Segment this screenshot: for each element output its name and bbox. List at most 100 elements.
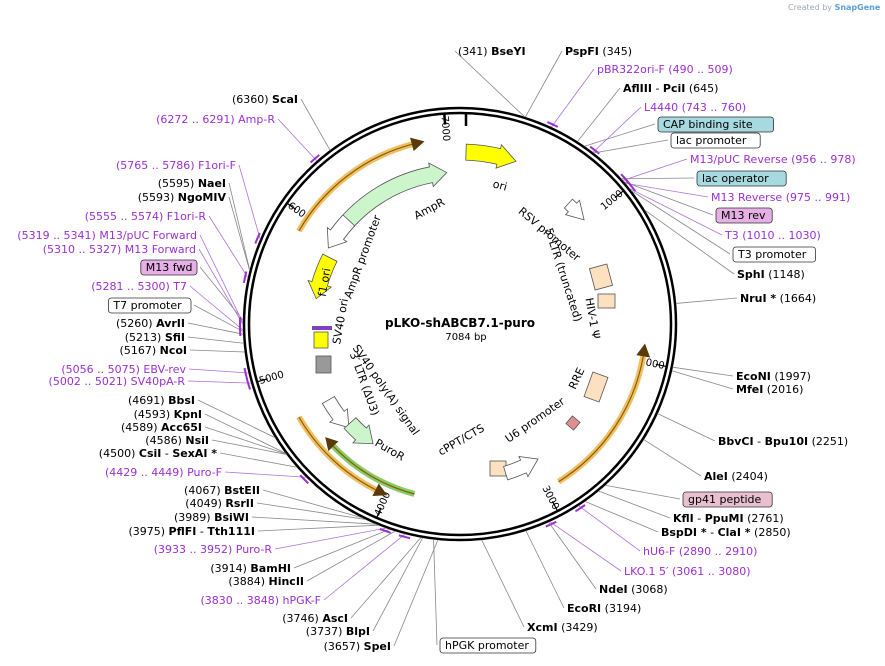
site-m13fwdbox[interactable]: M13 fwd xyxy=(140,259,198,276)
site-label-part: NdeI xyxy=(599,583,628,596)
leader-line xyxy=(549,521,622,572)
site-bbsi[interactable]: (4691) BbsI xyxy=(128,394,195,407)
site-rsrii[interactable]: (4049) RsrII xyxy=(185,497,254,510)
site-label-part: SfiI xyxy=(165,331,185,344)
site-m13rev[interactable]: M13 Reverse (975 .. 991) xyxy=(711,191,850,204)
feature-ampr[interactable] xyxy=(328,162,448,242)
site-puror[interactable]: (3933 .. 3952) Puro-R xyxy=(154,543,273,556)
site-m13pucfwd[interactable]: (5319 .. 5341) M13/pUC Forward xyxy=(17,229,197,242)
site-m13revbox[interactable]: M13 rev xyxy=(715,207,773,224)
site-f1orir[interactable]: (5555 .. 5574) F1ori-R xyxy=(85,210,207,223)
site-label-part: Tth111I xyxy=(207,525,255,538)
feature-small-box[interactable] xyxy=(565,415,581,431)
feature-f1-ori[interactable] xyxy=(307,253,338,300)
site-label-text: (6360) ScaI xyxy=(232,93,298,106)
feature-ampr-promoter[interactable] xyxy=(326,214,356,249)
site-hpgkp[interactable]: hPGK promoter xyxy=(439,637,537,654)
leader-line xyxy=(256,502,366,520)
site-label-part: BamHI xyxy=(250,562,291,575)
site-hpgkf[interactable]: (3830 .. 3848) hPGK-F xyxy=(200,594,321,607)
site-cap[interactable]: CAP binding site xyxy=(657,116,774,133)
feature-hiv-psi[interactable] xyxy=(597,293,616,309)
site-bamhi[interactable]: (3914) BamHI xyxy=(210,562,291,575)
site-labels: (341) BseYI PspFI (345) pBR322ori-F (490 .… xyxy=(17,45,856,654)
site-ecori[interactable]: EcoRI (3194) xyxy=(567,602,641,615)
site-purof[interactable]: (4429 .. 4449) Puro-F xyxy=(105,466,222,479)
site-econi[interactable]: EcoNI (1997) xyxy=(736,370,811,383)
label-ampr: AmpR xyxy=(412,195,447,222)
site-kfli[interactable]: KflI - PpuMI (2761) xyxy=(673,512,784,525)
site-pspfi[interactable]: PspFI (345) xyxy=(565,45,632,58)
site-l4440[interactable]: L4440 (743 .. 760) xyxy=(644,101,746,114)
site-ncoi[interactable]: (5167) NcoI xyxy=(120,344,187,357)
site-mfei[interactable]: MfeI (2016) xyxy=(736,383,803,396)
site-lacop[interactable]: lac operator xyxy=(696,170,787,187)
site-label-part: BbvCI xyxy=(718,435,754,448)
site-kpni[interactable]: (4593) KpnI xyxy=(134,408,202,421)
site-t3p[interactable]: T3 promoter xyxy=(732,246,816,263)
leader-line xyxy=(198,248,244,325)
primer-mark xyxy=(309,154,320,164)
site-pbr[interactable]: pBR322ori-F (490 .. 509) xyxy=(597,63,733,76)
feature-rre[interactable] xyxy=(583,371,609,403)
site-bsteii[interactable]: (4067) BstEII xyxy=(184,484,260,497)
site-lko[interactable]: LKO.1 5′ (3061 .. 3080) xyxy=(624,565,751,578)
site-asci[interactable]: (3746) AscI xyxy=(282,612,348,625)
site-t3[interactable]: T3 (1010 .. 1030) xyxy=(724,229,821,242)
site-naei[interactable]: (5595) NaeI xyxy=(158,177,226,190)
site-f1orif[interactable]: (5765 .. 5786) F1ori-F xyxy=(116,159,236,172)
tick-mark xyxy=(655,363,667,368)
site-scai[interactable]: (6360) ScaI xyxy=(232,93,298,106)
site-bsiwi[interactable]: (3989) BsiWI xyxy=(174,511,249,524)
feature-puror[interactable] xyxy=(343,417,374,445)
label-rre: RRE xyxy=(566,366,587,392)
site-ndei[interactable]: NdeI (3068) xyxy=(599,583,668,596)
site-gp41[interactable]: gp41 peptide xyxy=(682,491,773,508)
site-lacp[interactable]: lac promoter xyxy=(670,132,761,149)
feature-3ltr[interactable] xyxy=(321,395,350,429)
site-label-part: BsiWI xyxy=(214,511,249,524)
site-bspdi[interactable]: BspDI * - ClaI * (2850) xyxy=(661,526,791,539)
feature-ori[interactable] xyxy=(465,143,517,169)
feature-cppt[interactable] xyxy=(489,460,507,477)
site-m13pucrev[interactable]: M13/pUC Reverse (956 .. 978) xyxy=(690,153,856,166)
site-label-text: (5595) NaeI xyxy=(158,177,226,190)
site-label-part: (4593) xyxy=(134,408,171,421)
site-ampr[interactable]: (6272 .. 6291) Amp-R xyxy=(156,113,275,126)
site-blpi[interactable]: (3737) BlpI xyxy=(306,625,370,638)
site-t7p[interactable]: T7 promoter xyxy=(108,297,192,314)
site-t7[interactable]: (5281 .. 5300) T7 xyxy=(91,280,187,293)
feature-sv40-polya[interactable] xyxy=(315,355,332,374)
site-ebv[interactable]: (5056 .. 5075) EBV-rev xyxy=(61,363,186,376)
site-sfii[interactable]: (5213) SfiI xyxy=(125,331,185,344)
site-sphi[interactable]: SphI (1148) xyxy=(737,268,805,281)
site-xcmi[interactable]: XcmI (3429) xyxy=(527,621,598,634)
site-nrui[interactable]: NruI * (1664) xyxy=(740,292,816,305)
site-nsii[interactable]: (4586) NsiI xyxy=(145,434,209,447)
site-label-part: KpnI xyxy=(174,408,202,421)
site-pflfi[interactable]: (3975) PflFI - Tth111I xyxy=(128,525,255,538)
feature-5ltr[interactable] xyxy=(588,263,614,291)
site-hincii[interactable]: (3884) HincII xyxy=(228,575,304,588)
site-m13fwd[interactable]: (5310 .. 5327) M13 Forward xyxy=(43,243,196,256)
site-hu6[interactable]: hU6-F (2890 .. 2910) xyxy=(643,545,757,558)
site-afliii[interactable]: AflIII - PciI (645) xyxy=(623,82,718,95)
site-ngomiv[interactable]: (5593) NgoMIV xyxy=(138,191,227,204)
site-csii[interactable]: (4500) CsiI - SexAI * xyxy=(99,447,217,460)
site-label-text: (5167) NcoI xyxy=(120,344,187,357)
site-avrii[interactable]: (5260) AvrII xyxy=(116,317,185,330)
feature-u6-promoter[interactable] xyxy=(503,455,539,481)
site-label-text: (6272 .. 6291) Amp-R xyxy=(156,113,275,126)
site-bbvci[interactable]: BbvCI - Bpu10I (2251) xyxy=(718,435,848,448)
site-label-part: (4589) xyxy=(121,421,158,434)
site-bseyi[interactable]: (341) BseYI xyxy=(458,45,526,58)
site-spei[interactable]: (3657) SpeI xyxy=(324,640,391,653)
site-acc65i[interactable]: (4589) Acc65I xyxy=(121,421,202,434)
primer-mark xyxy=(299,474,309,485)
site-alei[interactable]: AleI (2404) xyxy=(704,470,768,483)
feature-sv40-ori[interactable] xyxy=(313,331,329,349)
leader-line xyxy=(224,471,307,478)
feature-rsv-promoter[interactable] xyxy=(563,198,585,221)
site-sv40par[interactable]: (5002 .. 5021) SV40pA-R xyxy=(49,375,186,388)
site-label-text: (5310 .. 5327) M13 Forward xyxy=(43,243,196,256)
